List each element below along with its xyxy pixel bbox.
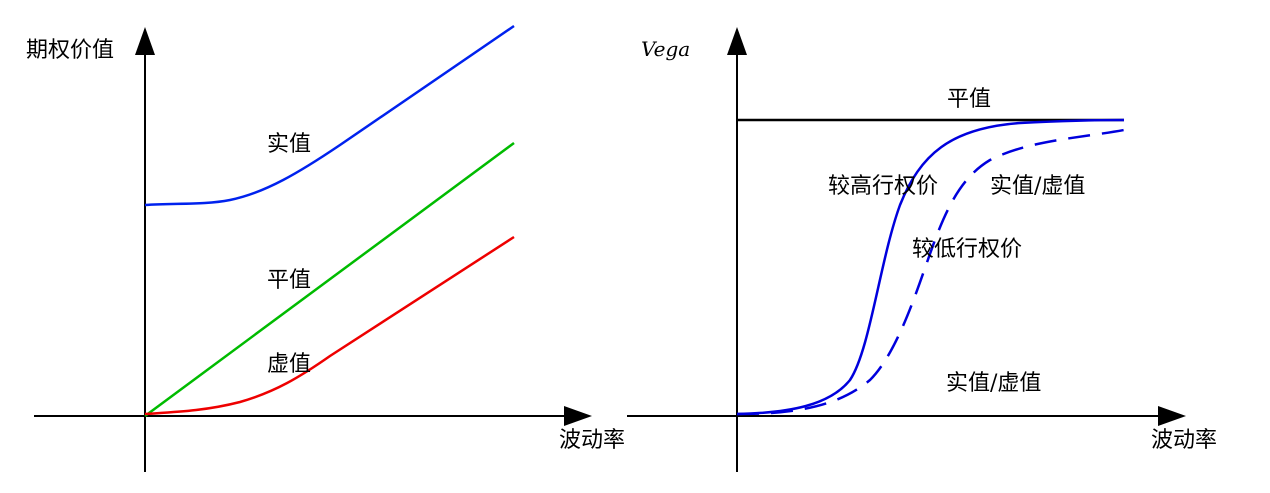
left-otm-curve (144, 235, 515, 416)
left-y-axis-label: 期权价值 (26, 38, 114, 63)
right-lower-strike-curve (736, 128, 1125, 416)
right-itm-otm-top-label: 实值/虚值 (990, 174, 1085, 199)
right-y-axis-label: Vega (641, 37, 690, 61)
left-y-axis-arrow (135, 27, 155, 55)
right-atm-label: 平值 (947, 87, 991, 112)
left-panel: 期权价值 波动率 实值 平值 虚值 (26, 24, 625, 472)
left-x-axis-label: 波动率 (559, 428, 625, 453)
right-lower-strike-label: 较低行权价 (912, 237, 1022, 262)
left-itm-curve (144, 24, 515, 207)
right-higher-strike-label: 较高行权价 (828, 174, 938, 199)
right-higher-strike-curve (736, 118, 1125, 416)
left-atm-curve (144, 141, 515, 418)
right-itm-otm-bottom-label: 实值/虚值 (946, 371, 1041, 396)
left-otm-label: 虚值 (267, 352, 311, 377)
right-y-axis-arrow (727, 27, 747, 55)
left-x-axis-arrow (564, 406, 592, 426)
right-x-axis-arrow (1158, 406, 1186, 426)
left-atm-label: 平值 (267, 268, 311, 293)
right-panel: Vega 波动率 平值 较高行权价 实值/虚值 较低行权价 实值/虚值 (627, 27, 1217, 472)
right-x-axis-label: 波动率 (1151, 428, 1217, 453)
left-itm-label: 实值 (267, 132, 311, 157)
